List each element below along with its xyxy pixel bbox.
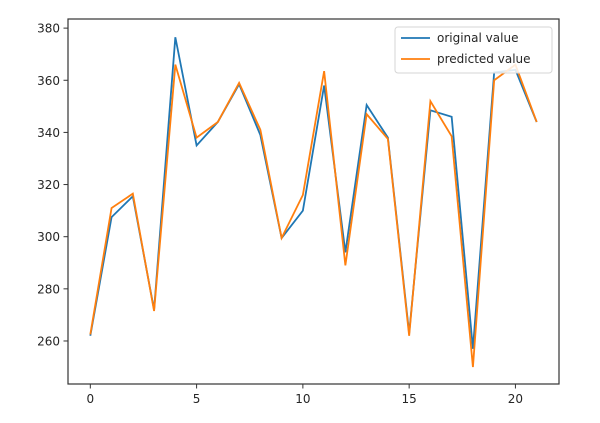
x-tick-label: 0 bbox=[86, 392, 94, 406]
y-tick-label: 320 bbox=[37, 178, 60, 192]
x-axis: 0 5 10 15 20 bbox=[86, 384, 523, 406]
legend-box bbox=[394, 26, 553, 74]
y-tick-label: 360 bbox=[37, 74, 60, 88]
y-axis: 260 280 300 320 340 360 380 bbox=[37, 22, 68, 348]
legend: original value predicted value bbox=[394, 26, 553, 74]
y-tick-label: 280 bbox=[37, 282, 60, 296]
x-tick-label: 20 bbox=[508, 392, 523, 406]
legend-label-predicted: predicted value bbox=[437, 52, 531, 66]
series-line-original-value bbox=[89, 37, 538, 349]
legend-label-original: original value bbox=[437, 31, 518, 45]
series-layer bbox=[89, 37, 538, 368]
x-tick-label: 15 bbox=[402, 392, 417, 406]
axes-frame bbox=[67, 18, 560, 385]
series-line-predicted-value bbox=[89, 63, 538, 368]
x-tick-label: 5 bbox=[193, 392, 201, 406]
y-tick-label: 300 bbox=[37, 230, 60, 244]
y-tick-label: 340 bbox=[37, 126, 60, 140]
y-tick-label: 380 bbox=[37, 22, 60, 36]
x-tick-label: 10 bbox=[295, 392, 310, 406]
y-tick-label: 260 bbox=[37, 334, 60, 348]
plot-area bbox=[67, 18, 560, 385]
